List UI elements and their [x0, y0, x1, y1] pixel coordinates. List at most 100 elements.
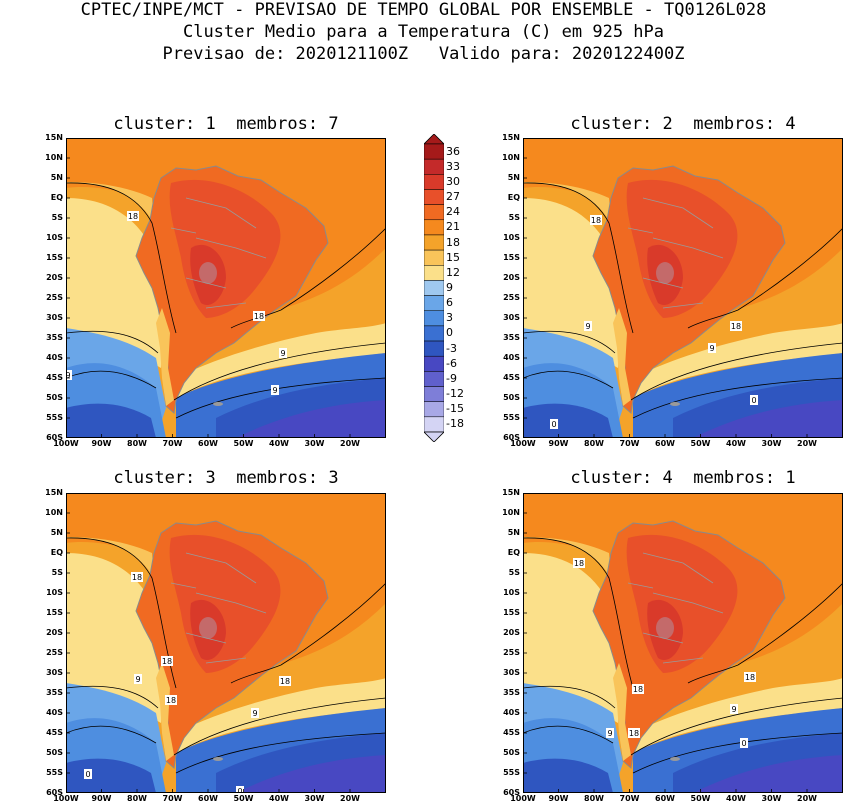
lon-tick-label: 80W	[584, 439, 604, 448]
contour-label: 9	[606, 728, 614, 738]
map-frame	[523, 138, 843, 438]
panel-title-2: cluster: 2 membros: 4	[570, 114, 796, 134]
temperature-band-minus3-west	[523, 403, 613, 438]
contour-line	[632, 377, 843, 419]
lat-tick-label: 10N	[502, 153, 520, 162]
colorbar-label: 27	[446, 190, 460, 204]
svg-text:0: 0	[741, 739, 746, 748]
svg-text:0: 0	[85, 770, 90, 779]
lat-tick-label: 15N	[502, 133, 520, 142]
colorbar-swatch	[424, 234, 444, 251]
contour-label: 9	[66, 370, 72, 380]
svg-text:18: 18	[166, 696, 176, 705]
lat-tick-label: 30S	[503, 313, 520, 322]
lon-tick-label: 90W	[548, 439, 569, 448]
andes-cool-strip	[613, 663, 631, 761]
colorbar-label: 21	[446, 220, 460, 234]
contour-label: 9	[708, 343, 716, 353]
contour-label: 18	[730, 321, 742, 331]
contour-label: 18	[165, 695, 177, 705]
lat-tick-label: 30S	[503, 668, 520, 677]
contour-label: 9	[730, 704, 738, 714]
temperature-core-33	[656, 617, 674, 639]
lon-tick-label: 100W	[53, 439, 79, 448]
contour-line	[66, 370, 157, 389]
lat-tick-label: 5S	[508, 568, 520, 577]
lat-tick-label: 45S	[46, 373, 63, 382]
colorbar-swatch	[424, 340, 444, 357]
lon-tick-label: 50W	[233, 439, 254, 448]
svg-text:18: 18	[745, 673, 755, 682]
temperature-band-15	[523, 182, 611, 223]
temperature-core-33	[199, 262, 217, 284]
lon-tick-label: 60W	[198, 794, 218, 803]
lat-tick-label: 60S	[46, 433, 63, 442]
lon-tick-label: 50W	[233, 794, 254, 803]
svg-text:18: 18	[128, 212, 138, 221]
lat-tick-label: 10S	[46, 588, 63, 597]
lat-tick-label: 20S	[46, 628, 63, 637]
contour-line	[523, 537, 634, 689]
contour-line	[173, 697, 386, 756]
lat-tick-label: 35S	[503, 333, 520, 342]
svg-text:9: 9	[709, 344, 714, 353]
contour-label: 18	[590, 215, 602, 225]
lon-tick-label: 40W	[726, 439, 746, 448]
contour-label: 0	[550, 419, 558, 429]
colorbar-label: -15	[446, 402, 464, 416]
lat-tick-label: 45S	[46, 728, 63, 737]
lon-tick-label: 30W	[304, 439, 325, 448]
lat-tick-label: 10S	[503, 233, 520, 242]
lat-tick-label: 15N	[502, 488, 520, 497]
contour-line	[687, 582, 843, 684]
falkland-islands	[213, 757, 223, 761]
andes-cool-strip	[156, 663, 174, 761]
lat-tick-label: EQ	[507, 548, 520, 557]
header-line-2: Cluster Medio para a Temperatura (C) em …	[182, 22, 665, 42]
lat-tick-label: 5S	[508, 213, 520, 222]
lat-tick-label: 20S	[503, 273, 520, 282]
svg-text:18: 18	[254, 312, 264, 321]
contour-line	[175, 732, 386, 774]
lat-tick-label: 60S	[46, 788, 63, 797]
contour-label: 18	[253, 311, 265, 321]
colorbar-swatch	[424, 355, 444, 372]
country-borders	[170, 197, 267, 309]
colorbar-swatch	[424, 416, 444, 433]
colorbar-label: -6	[446, 356, 457, 370]
temperature-band-15	[66, 537, 154, 578]
svg-text:18: 18	[633, 685, 643, 694]
colorbar	[424, 134, 444, 442]
panel-title-4: cluster: 4 membros: 1	[570, 468, 796, 488]
lat-tick-label: 20S	[503, 628, 520, 637]
colorbar-swatch	[424, 295, 444, 311]
colorbar-label: 33	[446, 159, 460, 173]
lon-tick-label: 70W	[162, 794, 183, 803]
contour-line	[175, 377, 386, 419]
lon-tick-label: 80W	[127, 794, 147, 803]
colorbar-swatch	[424, 158, 444, 175]
contour-label: 0	[84, 769, 92, 779]
colorbar-swatch	[424, 265, 444, 281]
lat-tick-label: 15S	[503, 608, 520, 617]
colorbar-label: 6	[446, 296, 453, 310]
colorbar-label: 15	[446, 250, 460, 264]
colorbar-label: -12	[446, 387, 464, 401]
colorbar-swatch	[424, 280, 444, 296]
contour-label: 9	[251, 708, 259, 718]
contour-line	[66, 685, 159, 709]
lon-tick-label: 40W	[269, 794, 289, 803]
colorbar-swatch	[424, 310, 444, 327]
contour-label: 9	[279, 348, 287, 358]
lat-tick-label: 10S	[503, 588, 520, 597]
lat-tick-label: 45S	[503, 728, 520, 737]
lat-tick-label: 30S	[46, 668, 63, 677]
lat-tick-label: 55S	[503, 413, 520, 422]
colorbar-label: 30	[446, 174, 460, 188]
falkland-islands	[670, 757, 680, 761]
lat-tick-label: 35S	[46, 333, 63, 342]
contour-label: 18	[131, 572, 143, 582]
contour-line	[230, 227, 386, 329]
contour-line	[66, 182, 177, 334]
lat-tick-label: 35S	[46, 688, 63, 697]
